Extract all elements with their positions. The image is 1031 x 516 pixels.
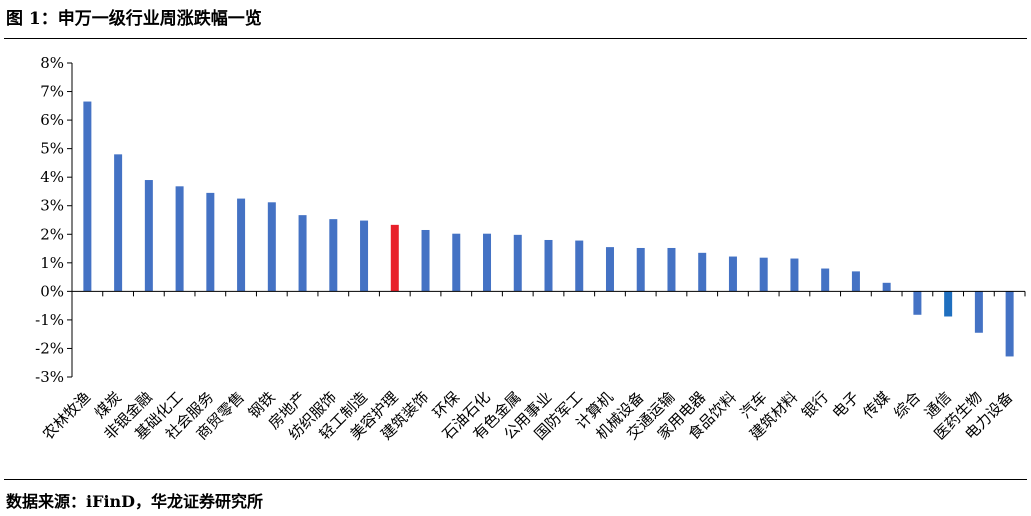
bar [421, 229, 430, 292]
y-tick-label: 1% [40, 254, 64, 272]
x-tick-label: 电子 [829, 388, 863, 422]
bar [267, 202, 276, 292]
bar [759, 257, 768, 292]
bar [605, 247, 614, 292]
bar [237, 198, 246, 292]
bar [698, 252, 707, 292]
bar [636, 247, 645, 292]
y-tick-label: 2% [40, 225, 64, 243]
y-tick-label: -1% [35, 311, 64, 329]
bar [821, 268, 830, 292]
y-tick-label: 7% [40, 83, 64, 101]
x-tick-label: 综合 [890, 388, 924, 422]
y-tick-label: 0% [40, 282, 64, 300]
y-tick-label: -2% [35, 339, 64, 357]
x-axis [71, 290, 1026, 297]
x-tick-label: 银行 [798, 388, 832, 422]
bar [329, 219, 338, 292]
bar [483, 233, 492, 292]
bar [114, 154, 123, 292]
x-tick-labels: 农林牧渔煤炭非银金融基础化工社会服务商贸零售钢铁房地产纺织服饰轻工制造美容护理建… [39, 388, 1016, 443]
bar [206, 192, 215, 292]
bar [360, 220, 369, 292]
bar [575, 240, 584, 292]
y-axis: -3% -2% -1% 0% 1% 2% 3% 4% 5% 6% 7% 8% [35, 54, 73, 386]
bar [513, 234, 522, 292]
bar [851, 271, 860, 292]
x-tick-label: 传媒 [860, 388, 894, 422]
bottom-rule [4, 479, 1027, 480]
y-tick-label: 5% [40, 140, 64, 158]
bar [83, 101, 92, 292]
bars [83, 101, 1014, 357]
bar-chart: -3% -2% -1% 0% 1% 2% 3% 4% 5% 6% 7% 8% 农林牧渔煤炭非银金融基础… [35, 54, 1026, 443]
bar [544, 239, 553, 292]
bar [882, 282, 891, 292]
bar [728, 256, 737, 292]
y-tick-label: -3% [35, 368, 64, 386]
bar [790, 258, 799, 292]
bar [390, 224, 399, 292]
bar [667, 247, 676, 292]
y-tick-label: 3% [40, 197, 64, 215]
top-rule [4, 38, 1027, 39]
bar [1005, 291, 1014, 357]
x-tick-label: 农林牧渔 [39, 388, 94, 443]
bar [298, 215, 307, 292]
bar [452, 233, 461, 292]
source-note: 数据来源：iFinD，华龙证券研究所 [6, 492, 264, 511]
y-tick-label: 4% [40, 168, 64, 186]
bar [944, 291, 953, 317]
bar [913, 291, 922, 315]
bar [144, 180, 153, 292]
y-tick-label: 6% [40, 111, 64, 129]
y-tick-label: 8% [40, 54, 64, 72]
bar [974, 291, 983, 333]
figure-title: 图 1：申万一级行业周涨跌幅一览 [6, 9, 262, 29]
bar [175, 186, 184, 292]
